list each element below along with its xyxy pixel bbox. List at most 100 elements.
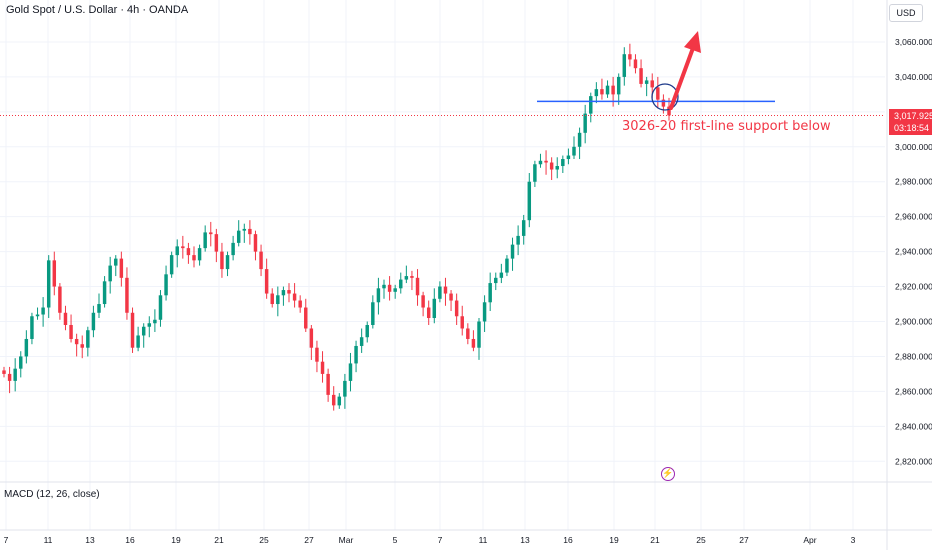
candle-body [214, 234, 219, 252]
candle-body [471, 338, 476, 348]
support-annotation[interactable]: 3026-20 first-line support below [622, 119, 831, 134]
flash-icon[interactable]: ⚡ [661, 467, 675, 481]
candle-down [415, 269, 420, 306]
candle-body [343, 380, 347, 397]
candle-body [616, 76, 621, 95]
y-tick-label: 2,900.000 [895, 317, 932, 327]
candle-up [482, 295, 487, 332]
candle-body [287, 290, 291, 294]
candle-up [594, 82, 599, 104]
candle-up [147, 316, 152, 338]
candle-up [527, 173, 532, 228]
candle-down [600, 78, 604, 100]
candle-up [533, 160, 537, 187]
candle-body [477, 321, 481, 348]
candle-body [494, 277, 498, 284]
candle-down [460, 305, 464, 336]
candle-body [633, 59, 638, 69]
candle-down [220, 242, 224, 278]
candle-down [633, 54, 638, 74]
y-tick-label: 2,860.000 [895, 386, 932, 396]
candle-down [304, 298, 308, 332]
indicator-label[interactable]: MACD (12, 26, close) [4, 489, 100, 500]
candle-body [488, 283, 492, 303]
candle-body [432, 298, 437, 319]
candle-up [583, 104, 587, 144]
x-tick-label: 13 [85, 535, 95, 545]
y-tick-label: 2,960.000 [895, 212, 932, 222]
candle-body [158, 295, 163, 320]
candle-body [192, 255, 196, 261]
candle-down [549, 157, 554, 180]
candle-body [86, 330, 90, 348]
candle-up [510, 237, 515, 271]
candle-body [35, 314, 40, 317]
candle-up [605, 80, 610, 98]
y-tick-label: 3,060.000 [895, 37, 932, 47]
candle-up [399, 272, 403, 294]
candle-up [371, 295, 375, 329]
candle-up [404, 265, 409, 284]
candle-down [7, 366, 12, 394]
candle-body [315, 347, 319, 362]
candle-up [505, 255, 509, 277]
candle-body [399, 279, 403, 289]
y-tick-label: 2,940.000 [895, 247, 932, 257]
candle-down [656, 76, 660, 109]
candle-body [454, 300, 459, 317]
candle-down [410, 270, 414, 291]
candle-body [376, 288, 381, 303]
candle-body [331, 394, 336, 406]
candle-body [108, 265, 112, 282]
candle-body [2, 370, 6, 374]
x-tick-label: 27 [739, 535, 749, 545]
candle-up [365, 321, 369, 343]
candle-down [80, 335, 84, 359]
candle-body [97, 304, 101, 313]
candle-body [426, 307, 431, 319]
candle-up [86, 326, 90, 357]
candle-body [46, 260, 51, 308]
candle-down [214, 228, 219, 263]
candle-body [348, 363, 353, 381]
symbol-title[interactable]: Gold Spot / U.S. Dollar · 4h · OANDA [6, 4, 189, 16]
candle-down [248, 220, 252, 245]
candle-body [544, 160, 548, 163]
candle-body [337, 396, 342, 406]
candle-down [125, 267, 129, 320]
candle-body [650, 80, 654, 88]
candle-body [175, 246, 179, 256]
candle-up [376, 277, 381, 315]
candle-up [438, 281, 442, 303]
candle-down [298, 295, 302, 313]
candle-body [203, 232, 207, 249]
candle-up [231, 235, 235, 261]
y-tick-label: 3,040.000 [895, 72, 932, 82]
candle-body [270, 293, 274, 305]
candle-body [326, 373, 330, 395]
candle-body [656, 87, 660, 100]
candle-body [281, 290, 286, 296]
candle-body [130, 312, 135, 348]
candle-body [387, 284, 392, 292]
candle-body [91, 312, 96, 331]
candle-up [616, 73, 621, 105]
x-tick-label: 19 [609, 535, 619, 545]
candle-down [443, 277, 448, 306]
candle-body [52, 260, 57, 287]
candle-up [46, 255, 51, 319]
x-tick-label: 16 [125, 535, 135, 545]
candle-up [225, 251, 230, 277]
currency-button[interactable]: USD [889, 4, 923, 22]
candle-body [248, 228, 252, 235]
candle-down [192, 246, 196, 268]
candle-down [2, 366, 6, 378]
candle-up [555, 157, 559, 179]
highlight-circle [651, 83, 679, 111]
candle-up [499, 263, 504, 284]
candle-body [622, 54, 627, 77]
candle-down [320, 351, 325, 383]
x-tick-label: 7 [438, 535, 443, 545]
